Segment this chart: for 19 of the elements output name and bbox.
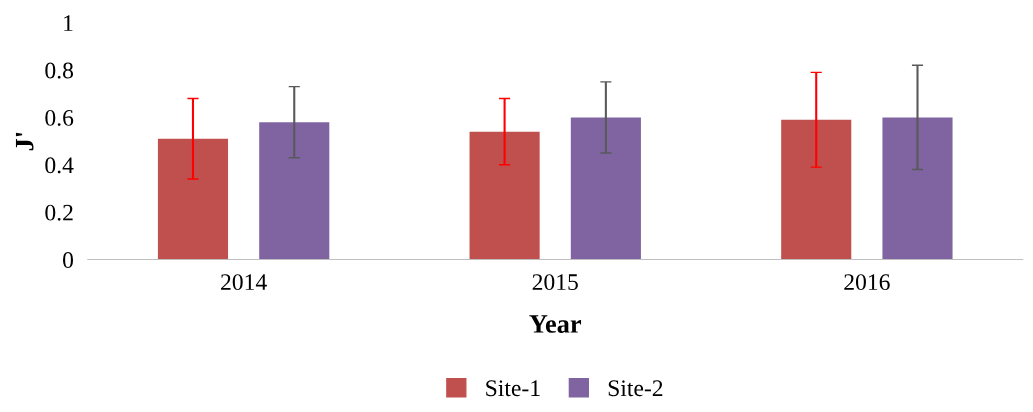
y-axis-title: J' (15, 132, 34, 151)
bar (259, 122, 330, 260)
y-tick-label: 0.8 (45, 62, 74, 79)
x-axis-title: Year (529, 315, 582, 333)
y-tick-label: 0.6 (45, 109, 74, 126)
bar (882, 117, 953, 260)
y-tick-label: 0.2 (45, 204, 73, 221)
bar (570, 117, 641, 260)
bar (781, 119, 852, 260)
y-tick-label: 0 (63, 252, 74, 268)
bar (157, 138, 229, 260)
x-tick-label: 2015 (532, 274, 578, 291)
y-tick-label: 1 (64, 15, 73, 31)
y-tick-label: 0.4 (45, 157, 74, 174)
legend-label: Site-2 (608, 380, 663, 397)
legend-label: Site-1 (486, 380, 540, 397)
x-tick-label: 2016 (844, 274, 890, 291)
x-tick-label: 2014 (221, 274, 267, 291)
bar (469, 131, 540, 260)
